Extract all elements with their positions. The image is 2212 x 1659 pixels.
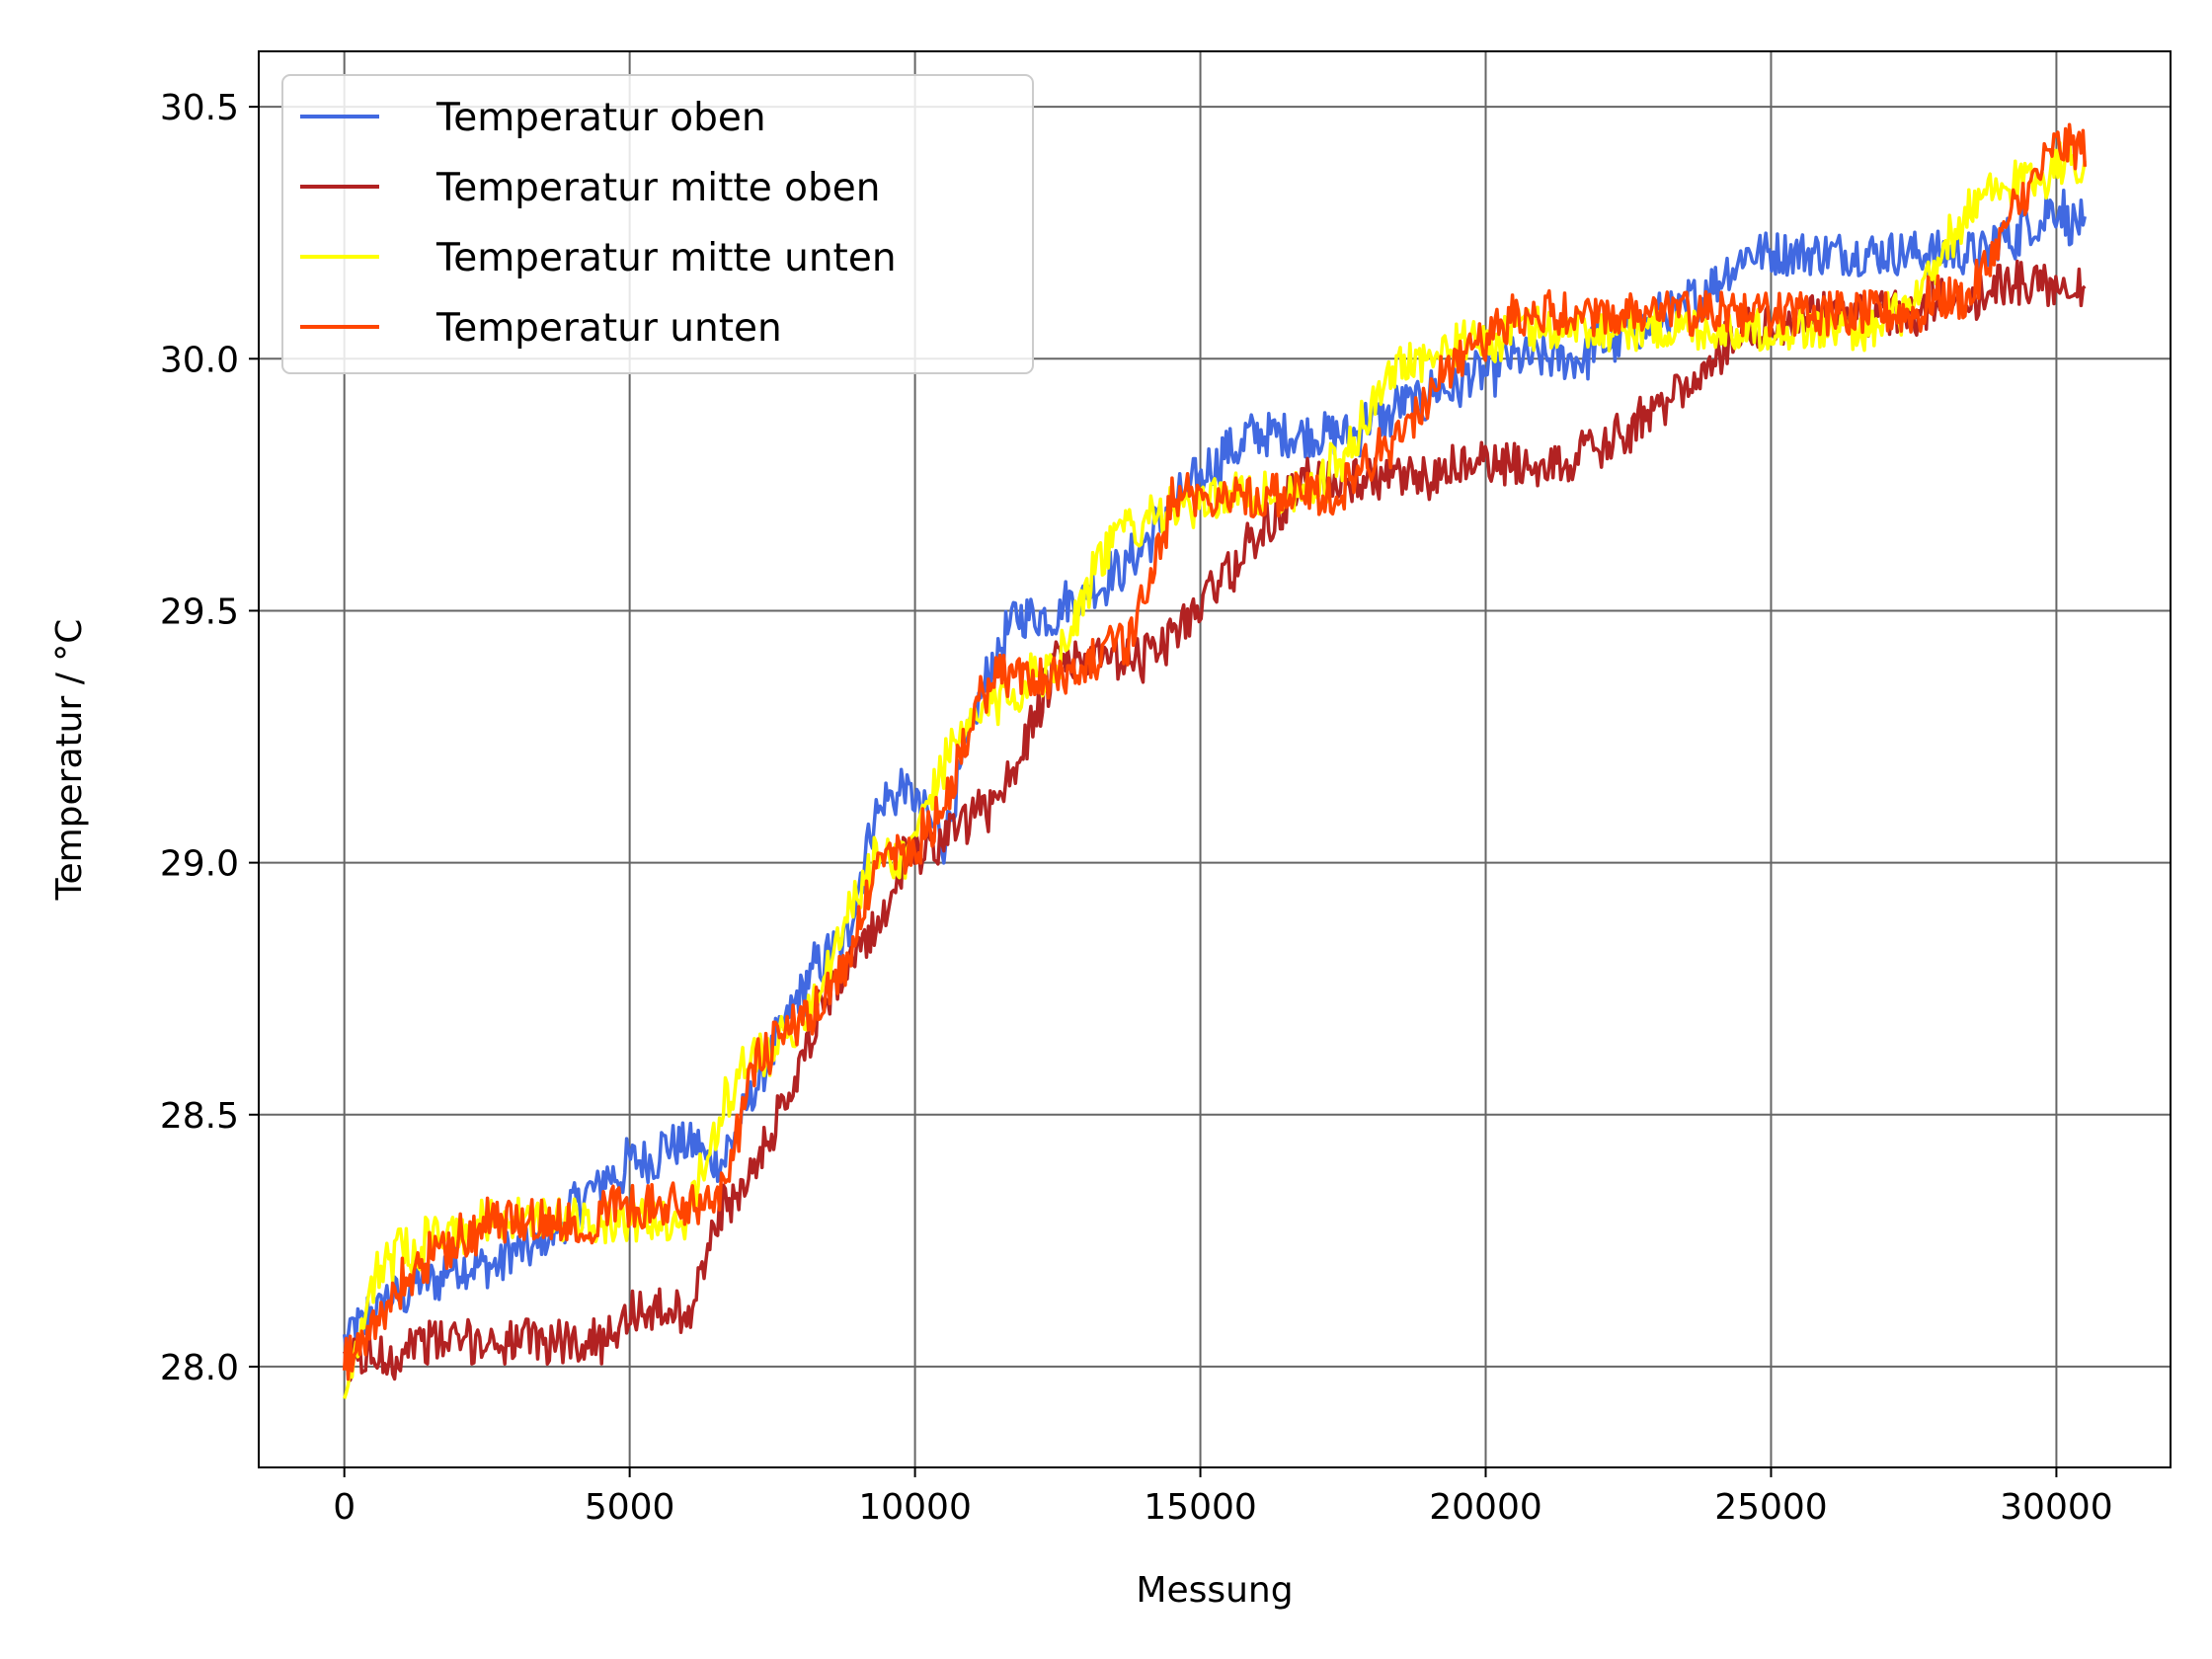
x-tick-label: 10000 bbox=[858, 1487, 972, 1528]
axes-frame bbox=[258, 50, 2172, 1468]
x-tick-label: 30000 bbox=[2000, 1487, 2113, 1528]
y-tick-label: 30.5 bbox=[160, 88, 239, 128]
plot-series bbox=[342, 122, 2088, 1399]
legend: Temperatur oben Temperatur mitte oben Temp… bbox=[281, 74, 1034, 374]
axis-ticks: 0 5000 10000 15000 20000 25000 30000 28.0 28.5 29… bbox=[160, 88, 2113, 1528]
y-tick-label: 28.5 bbox=[160, 1096, 239, 1137]
legend-label: Temperatur mitte unten bbox=[435, 236, 897, 280]
legend-label: Temperatur oben bbox=[435, 96, 766, 140]
x-tick-label: 5000 bbox=[585, 1487, 675, 1528]
x-tick-label: 25000 bbox=[1714, 1487, 1828, 1528]
x-tick-label: 15000 bbox=[1144, 1487, 1257, 1528]
y-tick-label: 29.0 bbox=[160, 844, 239, 885]
y-tick-label: 28.0 bbox=[160, 1348, 239, 1388]
x-tick-label: 20000 bbox=[1429, 1487, 1542, 1528]
legend-label: Temperatur unten bbox=[435, 306, 782, 351]
series-line bbox=[342, 122, 2088, 1382]
y-tick-label: 29.5 bbox=[160, 592, 239, 632]
x-axis-label: Messung bbox=[1136, 1570, 1293, 1611]
legend-label: Temperatur mitte oben bbox=[435, 166, 880, 210]
legend-box bbox=[281, 74, 1034, 374]
y-axis-label: Temperatur / °C bbox=[49, 619, 90, 902]
y-tick-label: 30.0 bbox=[160, 340, 239, 380]
x-tick-label: 0 bbox=[333, 1487, 356, 1528]
